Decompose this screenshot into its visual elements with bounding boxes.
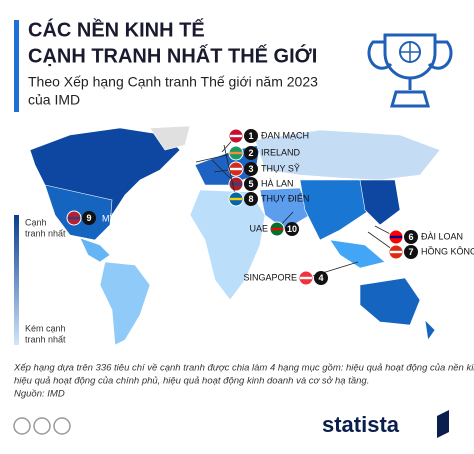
- country-label: UAE: [249, 223, 268, 233]
- flag-stripe: [230, 182, 242, 186]
- rank-badge: [82, 211, 96, 225]
- legend-label: Cạnh: [25, 217, 47, 227]
- rank: 8: [248, 194, 253, 204]
- footnote: Xếp hạng dựa trên 336 tiêu chí về cạnh t…: [13, 363, 474, 374]
- rank-badge: [404, 230, 418, 244]
- subtitle: của IMD: [28, 92, 80, 108]
- country-label: THỤY SỸ: [261, 163, 300, 173]
- flag-stripe: [271, 227, 283, 231]
- flag-stripe: [230, 167, 242, 171]
- rank: 4: [318, 273, 323, 283]
- source: Nguồn: IMD: [14, 389, 65, 400]
- trophy-icon: [367, 33, 453, 108]
- country-label: HỒNG KÔNG: [421, 245, 474, 256]
- rank: 10: [287, 224, 297, 234]
- rank: 3: [248, 164, 253, 174]
- pointer-line: [305, 261, 359, 279]
- legend-label: Kém cạnh: [25, 323, 66, 333]
- rank: 7: [408, 247, 413, 257]
- legend-label: tranh nhất: [25, 334, 66, 344]
- title: CÁC NỀN KINH TẾ: [28, 18, 205, 41]
- country-label: ĐÀI LOAN: [421, 231, 463, 241]
- rank: 9: [86, 213, 91, 223]
- rank: 1: [248, 131, 253, 141]
- rank-badge: [285, 222, 299, 236]
- country-label: ĐAN MẠCH: [261, 130, 309, 140]
- pointer-line: [223, 144, 237, 200]
- country-label: MỸ: [102, 213, 116, 223]
- title: CẠNH TRANH NHẤT THẾ GIỚI: [28, 43, 317, 67]
- country-label: IRELAND: [261, 147, 301, 157]
- legend-gradient: [14, 215, 19, 345]
- world-map: [29, 125, 441, 346]
- rank-badge: [244, 177, 258, 191]
- flag-stripe: [230, 197, 242, 201]
- rank: 5: [248, 179, 253, 189]
- rank: 6: [408, 232, 413, 242]
- rank-badge: [244, 129, 258, 143]
- flag-stripe: [230, 134, 242, 138]
- flag-stripe: [390, 235, 402, 239]
- rank: 2: [248, 148, 253, 158]
- legend-label: tranh nhất: [25, 228, 66, 238]
- brand: statista: [322, 412, 400, 437]
- license-icons: [13, 417, 71, 435]
- footnote: hiệu quả hoạt động của chính phủ, hiệu q…: [14, 376, 369, 387]
- country-label: HÀ LAN: [261, 178, 294, 188]
- flag-stripe: [68, 216, 80, 220]
- country-label: THỤY ĐIỂN: [261, 192, 309, 203]
- flag-stripe: [390, 250, 402, 254]
- flag-stripe: [230, 151, 242, 155]
- flag-stripe: [300, 276, 312, 280]
- country-label: SINGAPORE: [243, 272, 297, 282]
- rank-badge: [244, 162, 258, 176]
- accent-bar: [14, 20, 19, 112]
- subtitle: Theo Xếp hạng Cạnh tranh Thế giới năm 20…: [28, 74, 318, 90]
- rank-badge: [244, 192, 258, 206]
- rank-badge: [404, 245, 418, 259]
- rank-badge: [314, 271, 328, 285]
- brand-icon: [437, 410, 449, 438]
- rank-badge: [244, 146, 258, 160]
